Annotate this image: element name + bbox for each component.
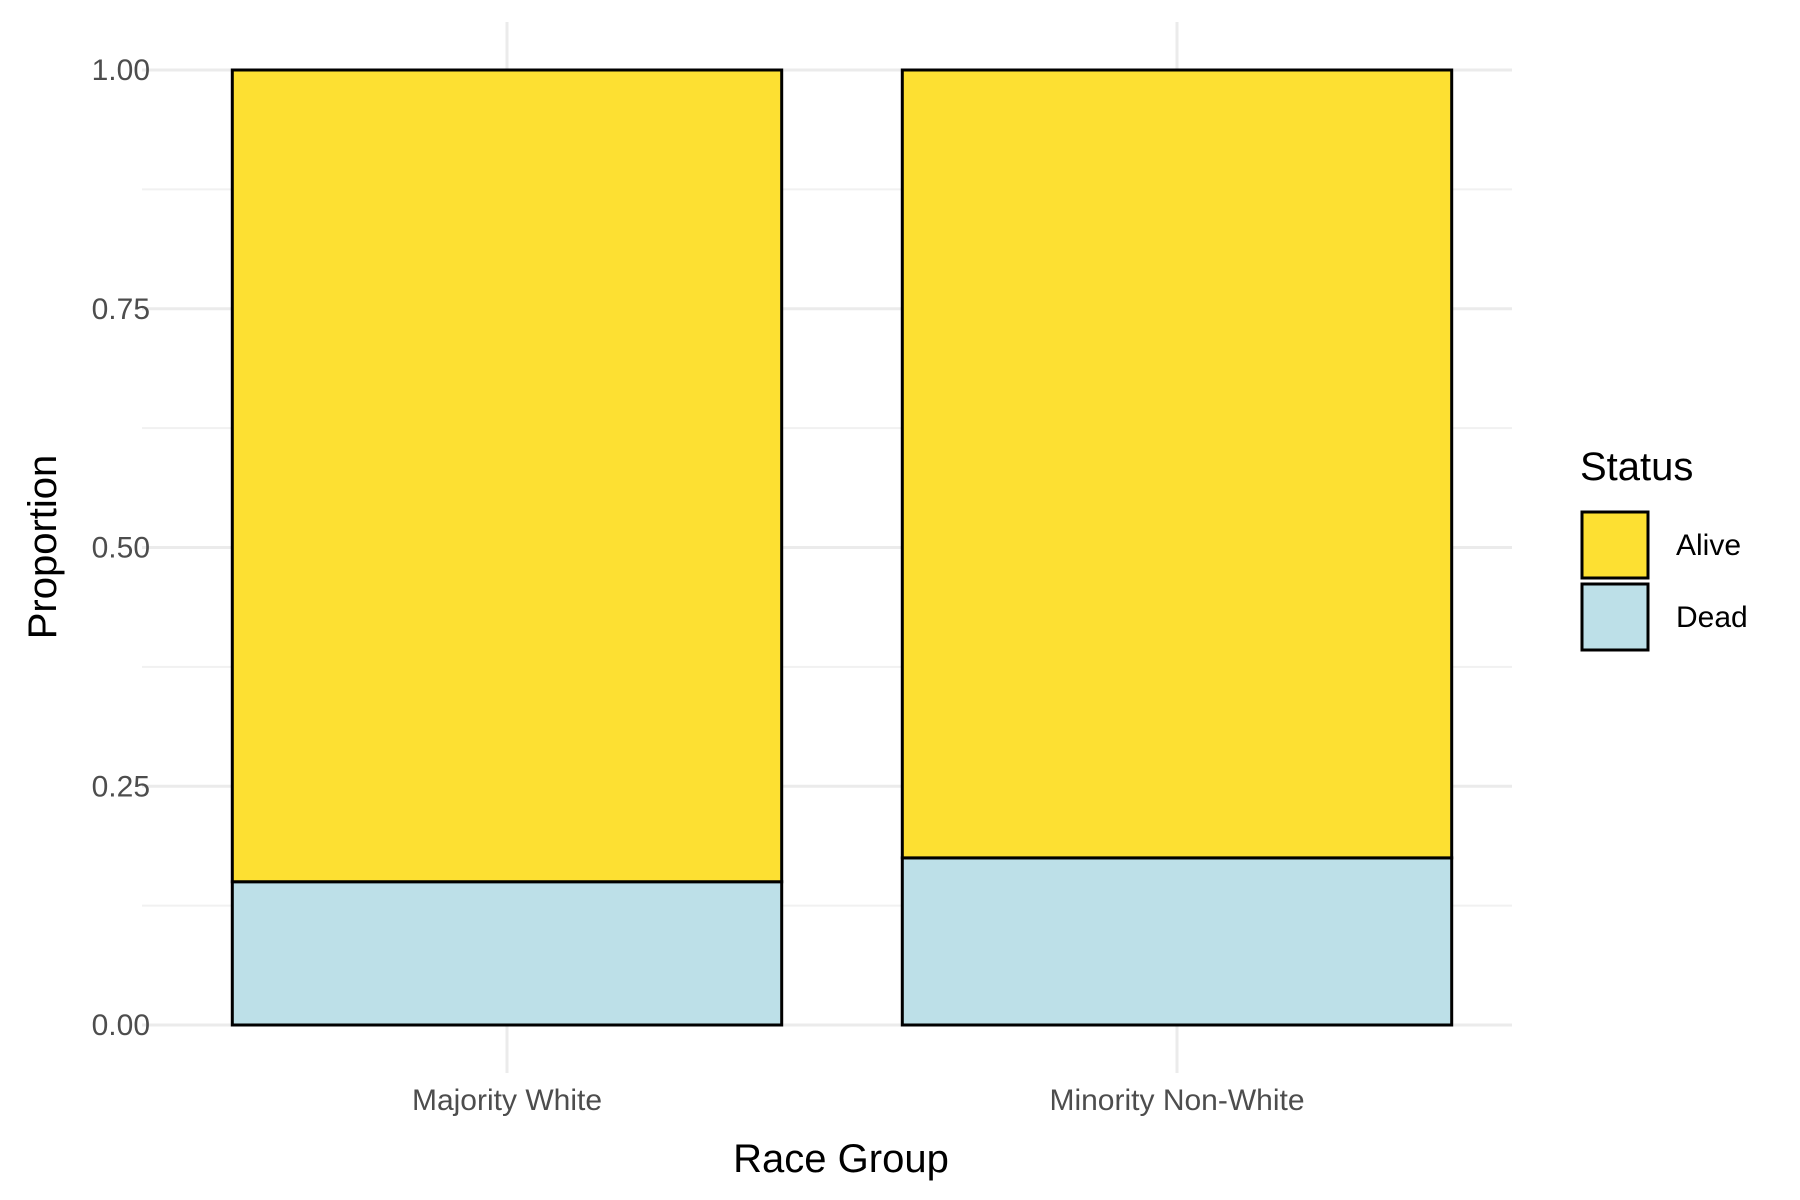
legend-key-alive [1580, 510, 1650, 580]
y-axis-title: Proportion [21, 455, 65, 640]
legend-key-dead [1580, 582, 1650, 652]
y-tick-label: 1.00 [92, 54, 150, 87]
bar-dead-2 [900, 856, 1454, 1027]
y-axis-ticks: 0.00 0.25 0.50 0.75 1.00 [92, 54, 150, 1042]
x-axis-title: Race Group [733, 1137, 949, 1181]
y-tick-label: 0.50 [92, 532, 150, 565]
legend-title: Status [1580, 445, 1693, 489]
legend: Status Alive Dead [1580, 445, 1748, 652]
legend-label-alive: Alive [1676, 529, 1741, 562]
y-tick-label: 0.25 [92, 770, 150, 803]
legend-label-dead: Dead [1676, 601, 1748, 634]
x-tick-label: Majority White [412, 1084, 602, 1117]
bar-alive-1 [230, 68, 784, 884]
bar-dead-1 [230, 880, 784, 1027]
bars [230, 68, 1454, 1027]
x-axis-ticks: Majority White Minority Non-White [412, 1084, 1305, 1117]
x-tick-label: Minority Non-White [1049, 1084, 1304, 1117]
y-tick-label: 0.00 [92, 1009, 150, 1042]
y-tick-label: 0.75 [92, 293, 150, 326]
bar-alive-2 [900, 68, 1454, 860]
